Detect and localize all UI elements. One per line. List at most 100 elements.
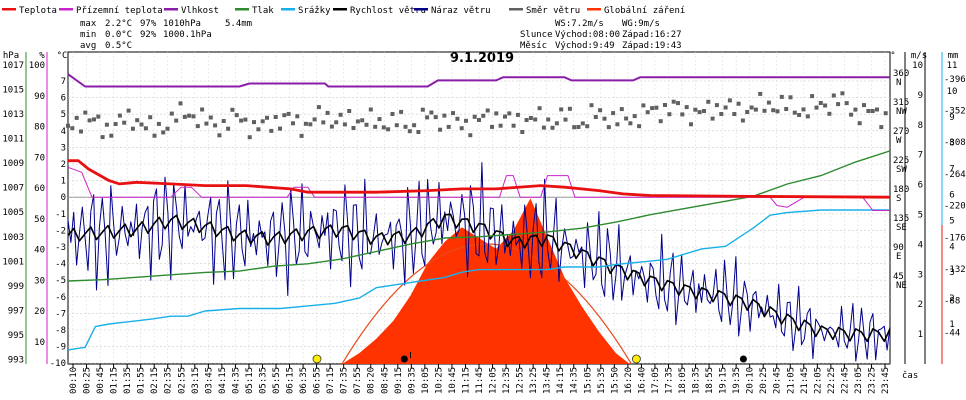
x-tick-label: 11:15 [461, 367, 471, 394]
x-tick-label: 15:50 [610, 367, 620, 394]
wind-direction-point [611, 111, 616, 116]
x-tick-label: 22:45 [840, 367, 850, 394]
moonrise-marker [400, 355, 408, 363]
wind-direction-point [732, 112, 737, 116]
wind-direction-point [247, 135, 252, 140]
wind-direction-point [96, 114, 101, 119]
x-tick-label: 15:05 [583, 367, 593, 394]
legend-swatch [509, 8, 523, 11]
wind-direction-point [368, 107, 373, 112]
pct-tick-label: 40 [34, 246, 45, 256]
wind-direction-point [507, 111, 512, 116]
grid: 00:10 00:25 00:45 01:15 01:35 01:55 02:15 02:35… [68, 52, 891, 394]
wind-direction-point [477, 118, 481, 122]
wind-direction-point [870, 109, 875, 113]
wind-direction-point [351, 126, 356, 130]
x-tick-label: 06:15 [286, 367, 296, 394]
wind-direction-point [152, 133, 157, 138]
wind-direction-point [836, 102, 841, 107]
ms-tick-label: 9 [918, 91, 923, 101]
x-tick-label: 02:35 [164, 367, 174, 394]
wind-direction-point [265, 115, 269, 120]
x-tick-label: 21:45 [800, 367, 810, 394]
x-tick-label: 18:35 [692, 367, 702, 394]
hpa-tick-label: 1017 [2, 61, 24, 71]
ms-tick-label: 10 [912, 61, 923, 71]
stats-avg-label: avg [80, 41, 96, 51]
wind-direction-point [113, 122, 118, 126]
x-tick-label: 11:45 [475, 367, 485, 394]
wind-direction-point [104, 122, 109, 127]
legend-label: Směr větru [526, 6, 580, 16]
x-tick-label: 03:15 [191, 367, 201, 394]
c-tick-label: -7 [55, 309, 66, 319]
x-tick-label: 14:15 [556, 367, 566, 394]
x-tick-label: 22:25 [827, 367, 837, 394]
wind-direction-point [814, 105, 819, 110]
x-tick-label: 23:45 [881, 367, 891, 394]
wind-direction-point [256, 127, 261, 132]
x-tick-label: 22:05 [813, 367, 823, 394]
wind-direction-point [204, 121, 209, 126]
deg-tick-label: 180 [893, 185, 909, 195]
legend-label: Tlak [252, 6, 274, 16]
wind-direction-point [485, 108, 490, 113]
mm-tick-label: 8 [949, 139, 954, 149]
wind-direction-point [823, 103, 828, 108]
c-tick-label: -1 [55, 210, 66, 220]
wind-direction-point [79, 129, 83, 134]
x-tick-label: 20:10 [746, 367, 756, 394]
wind-direction-point [438, 127, 443, 132]
x-tick-label: 16:40 [637, 367, 647, 394]
stats-min-label: min [80, 30, 96, 40]
mm-unit: mm [948, 51, 959, 61]
moonset-marker [739, 355, 747, 363]
wind-direction-point [269, 128, 274, 133]
wind-direction-point [567, 106, 572, 111]
wind-direction-point [693, 107, 698, 112]
deg-dir-label: NW [896, 107, 907, 117]
wind-direction-point [174, 118, 179, 123]
wind-direction-point [260, 119, 265, 124]
c-tick-label: 6 [61, 94, 66, 104]
hpa-unit: hPa [3, 51, 19, 61]
c-tick-label: 2 [61, 160, 66, 170]
markers [312, 352, 747, 364]
wind-direction-point [92, 117, 96, 122]
wind-direction-point [684, 105, 689, 110]
wind-direction-point [360, 118, 365, 123]
wind-direction-point [749, 105, 754, 110]
stats-min-press: 1000.1hPa [163, 30, 212, 40]
wind-direction-point [827, 111, 832, 116]
wind-direction-point [866, 109, 871, 113]
wind-direction-point [628, 121, 633, 126]
x-tick-label: 17:05 [651, 367, 661, 394]
moon-rise: Východ:9:49 [555, 41, 615, 51]
hpa-tick-label: 997 [8, 306, 24, 316]
hpa-tick-label: 1003 [2, 233, 24, 243]
x-tick-label: 17:35 [664, 367, 674, 394]
wind-direction-point [278, 126, 282, 131]
wind-direction-point [312, 117, 317, 122]
legend-swatch [2, 8, 16, 11]
wind-direction-point [533, 117, 538, 122]
hpa-tick-label: 1013 [2, 110, 24, 120]
x-tick-label: 00:25 [83, 367, 93, 394]
mm-tick-label: 5 [949, 216, 954, 226]
wind-direction-point [178, 101, 183, 106]
wind-direction-point [208, 115, 213, 120]
legend-swatch [414, 8, 428, 11]
legend-label: Vlhkost [181, 6, 219, 16]
wind-direction-point [801, 107, 806, 112]
wind-direction-point [857, 121, 862, 126]
legend-swatch [281, 8, 295, 11]
deg-unit: ° [890, 51, 895, 61]
pct-unit: % [39, 51, 45, 61]
wind-direction-point [862, 103, 866, 108]
wind-direction-point [200, 107, 205, 112]
wind-direction-point [706, 99, 711, 104]
chart-title: 9.1.2019 [450, 51, 514, 66]
wind-direction-point [161, 130, 166, 135]
wind-direction-point [169, 111, 174, 116]
legend-label: Teplota [19, 6, 57, 16]
